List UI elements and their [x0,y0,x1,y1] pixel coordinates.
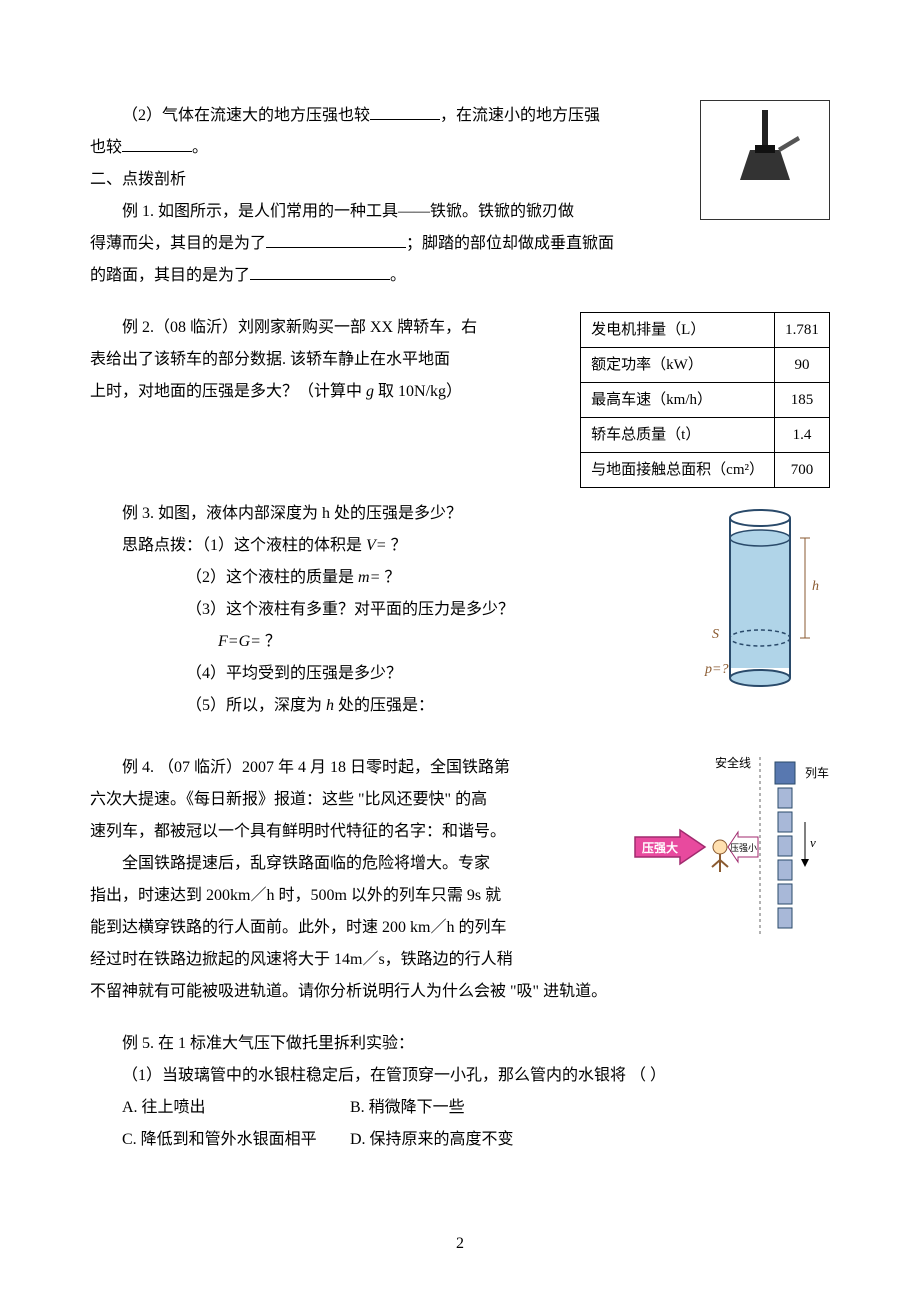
cell-label: 额定功率（kW） [581,348,775,383]
cell-value: 185 [775,383,830,418]
text: 取 10N/kg） [374,383,462,400]
section-5: 例 5. 在 1 标准大气压下做托里拆利实验： （1）当玻璃管中的水银柱稳定后，… [90,1028,830,1156]
paragraph: （1）当玻璃管中的水银柱稳定后，在管顶穿一小孔，那么管内的水银将 （ ） [90,1060,830,1092]
var: h [326,697,334,714]
table-row: 额定功率（kW）90 [581,348,830,383]
text: 。 [192,139,208,156]
text: ；脚踏的部位却做成垂直锨面 [406,235,614,252]
text: 上时，对地面的压强是多大？（计算中 [90,383,366,400]
label-big: 压强大 [642,840,678,855]
section-2: 发电机排量（L）1.781 额定功率（kW）90 最高车速（km/h）185 轿… [90,312,830,408]
text: 。 [390,267,406,284]
text: 得薄而尖，其目的是为了 [90,235,266,252]
cell-value: 1.4 [775,418,830,453]
var: F=G= [218,633,261,650]
label-s: S [712,627,719,642]
text: （1）当玻璃管中的水银柱稳定后，在管顶穿一小孔，那么管内的水银将 （ ） [122,1067,666,1084]
text: ？ [387,537,407,554]
label-v: v [810,835,816,850]
text: 也较 [90,139,122,156]
cell-label: 轿车总质量（t） [581,418,775,453]
text: （2）气体在流速大的地方压强也较 [122,107,370,124]
page-number: 2 [456,1228,464,1260]
cell-label: 发电机排量（L） [581,313,775,348]
label-small: 压强小 [730,843,757,853]
figure-cylinder: h S p=? [700,498,830,710]
blank [250,264,390,280]
cell-value: 90 [775,348,830,383]
text: ，在流速小的地方压强 [440,107,600,124]
table-body: 发电机排量（L）1.781 额定功率（kW）90 最高车速（km/h）185 轿… [581,313,830,488]
paragraph: 的踏面，其目的是为了 。 [90,260,830,292]
car-data-table: 发电机排量（L）1.781 额定功率（kW）90 最高车速（km/h）185 轿… [580,312,830,488]
table-row: 与地面接触总面积（cm²）700 [581,453,830,488]
paragraph: 得薄而尖，其目的是为了 ；脚踏的部位却做成垂直锨面 [90,228,830,260]
text: 处的压强是： [334,697,434,714]
text: （5）所以，深度为 [186,697,326,714]
paragraph: 例 5. 在 1 标准大气压下做托里拆利实验： [90,1028,830,1060]
option-c: C. 降低到和管外水银面相平 [122,1124,346,1156]
label-safeline: 安全线 [715,755,751,770]
text: 思路点拨：（1）这个液柱的体积是 [122,537,366,554]
text: （2）这个液柱的质量是 [186,569,358,586]
section-4: 安全线 列车 v 压强大 压强小 例 4. （07 临沂）2007 年 4 月 … [90,752,830,1008]
label-h: h [812,579,819,594]
cell-label: 最高车速（km/h） [581,383,775,418]
car-data-table-wrap: 发电机排量（L）1.781 额定功率（kW）90 最高车速（km/h）185 轿… [580,312,830,488]
table-row: 最高车速（km/h）185 [581,383,830,418]
option-a: A. 往上喷出 [122,1092,346,1124]
text: 的踏面，其目的是为了 [90,267,250,284]
var-g: g [366,383,374,400]
option-b: B. 稍微降下一些 [350,1092,574,1124]
var: m= [358,569,380,586]
section-1: （2）气体在流速大的地方压强也较，在流速小的地方压强 也较。 二、点拨剖析 例 … [90,100,830,292]
cell-label: 与地面接触总面积（cm²） [581,453,775,488]
blank [370,104,440,120]
train-diagram: 安全线 列车 v 压强大 压强小 [630,752,830,942]
blank [122,136,192,152]
label-train: 列车 [805,765,829,780]
var: V= [366,537,387,554]
section-3: h S p=? 例 3. 如图，液体内部深度为 h 处的压强是多少？ 思路点拨：… [90,498,830,722]
text: ？ [380,569,400,586]
cylinder-diagram: h S p=? [700,498,830,698]
paragraph: 不留神就有可能被吸进轨道。请你分析说明行人为什么会被 "吸" 进轨道。 [90,976,830,1008]
figure-shovel [700,100,830,220]
choices: A. 往上喷出 B. 稍微降下一些 [90,1092,830,1124]
text: ？ [261,633,281,650]
cell-value: 700 [775,453,830,488]
blank [266,232,406,248]
label-p: p=? [704,662,728,677]
choices: C. 降低到和管外水银面相平 D. 保持原来的高度不变 [90,1124,830,1156]
cell-value: 1.781 [775,313,830,348]
figure-train: 安全线 列车 v 压强大 压强小 [630,752,830,954]
shovel-icon [720,110,810,210]
table-row: 轿车总质量（t）1.4 [581,418,830,453]
table-row: 发电机排量（L）1.781 [581,313,830,348]
option-d: D. 保持原来的高度不变 [350,1124,574,1156]
